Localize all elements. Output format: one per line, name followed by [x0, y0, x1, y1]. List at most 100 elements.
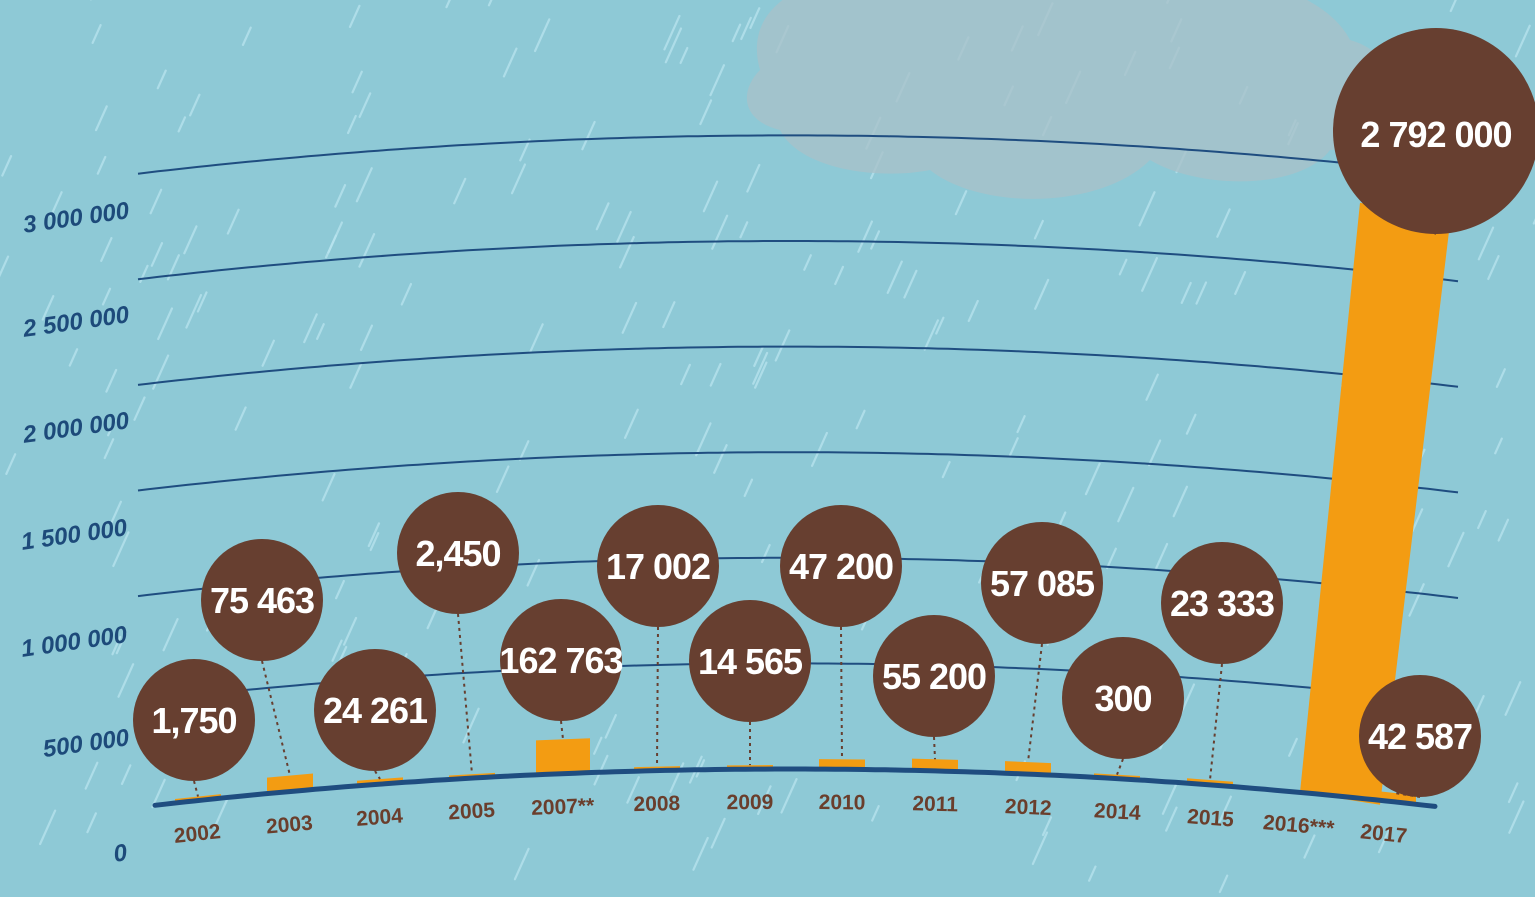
rain-streak	[1477, 510, 1487, 530]
rain-streak	[709, 362, 722, 387]
y-tick-label: 1 000 000	[19, 621, 129, 663]
rain-streak	[1180, 281, 1192, 304]
rain-streak	[664, 27, 683, 64]
rain-streak	[349, 362, 363, 389]
rain-streak	[324, 234, 337, 259]
rain-streak	[711, 214, 729, 250]
x-tick-label: 2003	[265, 811, 314, 838]
value-bubble-2002: 1,750	[133, 659, 255, 781]
value-label: 23 333	[1170, 583, 1274, 624]
rain-streak	[1106, 547, 1117, 570]
rain-streak	[107, 419, 116, 437]
rain-streak	[502, 47, 518, 78]
rain-streak	[886, 260, 903, 294]
y-tick-label: 3 000 000	[21, 197, 131, 239]
rain-streak	[1084, 462, 1101, 496]
value-label: 24 261	[323, 690, 428, 731]
rain-streak	[518, 440, 530, 461]
value-label: 75 463	[210, 580, 314, 621]
rain-streak	[740, 16, 752, 41]
rain-streak	[760, 543, 771, 564]
bubble-connector	[457, 613, 473, 775]
rain-streak	[1507, 782, 1519, 804]
rain-streak	[1185, 413, 1197, 435]
x-tick-label: 2011	[912, 792, 958, 816]
bubble-circle	[1333, 28, 1535, 234]
rain-streak	[1377, 829, 1390, 854]
rain-streak	[1161, 784, 1177, 815]
bubble-connector	[374, 770, 381, 780]
rain-streak	[1411, 508, 1424, 533]
rain-streak	[513, 847, 530, 881]
x-tick-label: 2009	[727, 791, 774, 814]
rain-streak	[68, 348, 79, 367]
rain-streak	[342, 616, 358, 646]
rain-streak	[692, 836, 709, 871]
rain-streak	[369, 531, 380, 552]
rain-streak	[1477, 226, 1495, 261]
bubble-circle	[133, 659, 255, 781]
rain-streak	[810, 431, 828, 467]
bubble-connector	[1027, 643, 1043, 763]
rain-streak	[94, 105, 108, 132]
y-tick-label: 500 000	[41, 724, 131, 763]
rain-streak	[1495, 368, 1506, 388]
rain-streak	[1165, 806, 1178, 832]
bubble-circle	[981, 522, 1103, 644]
rain-streak	[1497, 518, 1510, 542]
rain-streak	[1514, 24, 1531, 58]
rain-streak	[445, 0, 451, 9]
value-label: 2,450	[415, 533, 500, 574]
bubble-connector	[1116, 758, 1124, 775]
rain-streak	[1449, 0, 1457, 13]
cloud-decoration	[746, 0, 1394, 199]
rain-streak	[710, 817, 726, 849]
rain-streak	[149, 188, 163, 215]
rain-streak	[519, 138, 531, 162]
rain-streak	[303, 313, 318, 344]
rain-streak	[5, 453, 17, 475]
bubble-circle	[1161, 542, 1283, 664]
rain-streak	[162, 618, 179, 652]
rain-streak	[358, 92, 372, 119]
bubble-circle	[1359, 675, 1481, 797]
rain-streak	[1138, 191, 1156, 227]
rain-streak	[183, 225, 198, 255]
rain-streak	[226, 208, 240, 235]
rain-streak	[1154, 542, 1169, 571]
rain-streak	[757, 785, 772, 815]
rain-streak	[1447, 531, 1465, 568]
rain-streak	[713, 444, 728, 474]
bubble-circle	[500, 599, 622, 721]
rain-streak	[189, 93, 201, 117]
x-tick-label: 2008	[633, 792, 681, 816]
rain-streak	[348, 4, 361, 28]
rain-streak	[120, 764, 132, 785]
rain-streak	[101, 287, 112, 306]
rain-streak	[331, 639, 343, 662]
value-bubble-2007**: 162 763	[499, 599, 624, 721]
rain-streak	[1504, 681, 1522, 716]
rain-streak	[1288, 737, 1298, 757]
rain-streak	[941, 460, 951, 479]
rain-streak	[110, 500, 122, 524]
rain-streak	[103, 438, 115, 460]
rain-streak	[346, 114, 357, 135]
rain-streak	[1041, 816, 1053, 837]
rain-streak	[1008, 437, 1019, 458]
value-label: 57 085	[990, 563, 1095, 604]
rain-streak	[581, 120, 596, 151]
rain-streak	[743, 478, 754, 498]
baseline-axis	[152, 766, 1438, 809]
bubble-connector	[656, 626, 659, 767]
rain-streak	[662, 301, 676, 329]
rain-streak	[453, 177, 467, 205]
rain-streak	[803, 254, 812, 271]
rain-streak	[702, 180, 719, 213]
rain-streak	[96, 155, 107, 175]
rain-streak	[321, 473, 336, 502]
rain-streak	[1408, 583, 1425, 617]
bar-2007**	[536, 738, 590, 775]
rain-streak	[626, 776, 640, 804]
